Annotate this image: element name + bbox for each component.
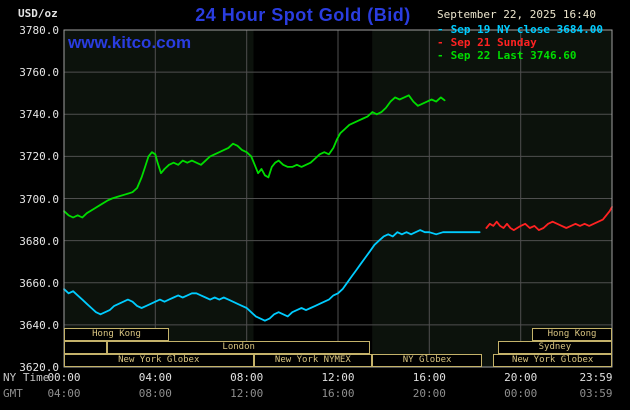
ny-time-tick-label: 12:00 [321, 371, 355, 384]
legend-item-label: Sep 21 Sunday [450, 36, 537, 49]
market-session-new-york-nymex: New York NYMEX [253, 354, 373, 367]
ny-time-tick-label: 20:00 [504, 371, 538, 384]
ny-time-tick-label: 16:00 [412, 371, 446, 384]
y-axis-unit-label: USD/oz [18, 7, 58, 20]
ny-time-tick-label: 23:59 [579, 371, 613, 384]
legend-item: - Sep 19 NY close 3684.00 [437, 23, 603, 36]
legend-item: - Sep 22 Last 3746.60 [437, 49, 603, 62]
series-line [63, 229, 481, 322]
plot-border [63, 29, 613, 368]
series-line [485, 205, 613, 232]
y-tick-label: 3740.0 [19, 108, 59, 122]
market-session-sydney: Sydney [497, 341, 612, 354]
y-tick-label: 3700.0 [19, 192, 59, 206]
gmt-tick-label: 03:59 [579, 387, 613, 400]
series-line [63, 94, 446, 219]
y-tick-label: 3760.0 [19, 66, 59, 80]
gmt-tick-label: 12:00 [230, 387, 264, 400]
gmt-tick-label: 04:00 [47, 387, 81, 400]
gmt-tick-label: 00:00 [504, 387, 538, 400]
market-session-hong-kong: Hong Kong [532, 328, 612, 341]
y-tick-label: 3620.0 [19, 361, 59, 374]
chart-datetime: September 22, 2025 16:40 [437, 8, 596, 21]
y-tick-label: 3640.0 [19, 318, 59, 332]
legend: - Sep 19 NY close 3684.00- Sep 21 Sunday - S… [437, 23, 603, 62]
gmt-axis-caption: GMT [3, 387, 23, 400]
ny-time-tick-label: 08:00 [230, 371, 264, 384]
market-session-box [64, 341, 108, 354]
y-tick-label: 3780.0 [19, 24, 59, 37]
gmt-tick-label: 08:00 [138, 387, 172, 400]
ny-time-tick-label: 00:00 [47, 371, 81, 384]
legend-item-label: Sep 19 NY close 3684.00 [450, 23, 603, 36]
ny-time-tick-label: 04:00 [138, 371, 172, 384]
gmt-tick-label: 16:00 [321, 387, 355, 400]
market-session-london: London [107, 341, 370, 354]
page-title: 24 Hour Spot Gold (Bid) [195, 5, 411, 25]
y-tick-label: 3660.0 [19, 276, 59, 290]
legend-item-label: Sep 22 Last 3746.60 [450, 49, 577, 62]
y-tick-label: 3680.0 [19, 234, 59, 248]
gmt-tick-label: 20:00 [412, 387, 446, 400]
legend-color-dash: - [437, 23, 444, 36]
kitco-watermark-link[interactable]: www.kitco.com [68, 33, 192, 52]
market-session-hong-kong: Hong Kong [64, 328, 169, 341]
legend-color-dash: - [437, 49, 444, 62]
legend-color-dash: - [437, 36, 444, 49]
ny-time-axis-caption: NY Time [3, 371, 50, 384]
market-session-ny-globex: NY Globex [372, 354, 482, 367]
y-tick-label: 3720.0 [19, 150, 59, 164]
market-session-new-york-globex: New York Globex [64, 354, 254, 367]
market-session-new-york-globex: New York Globex [493, 354, 612, 367]
legend-item: - Sep 21 Sunday [437, 36, 603, 49]
